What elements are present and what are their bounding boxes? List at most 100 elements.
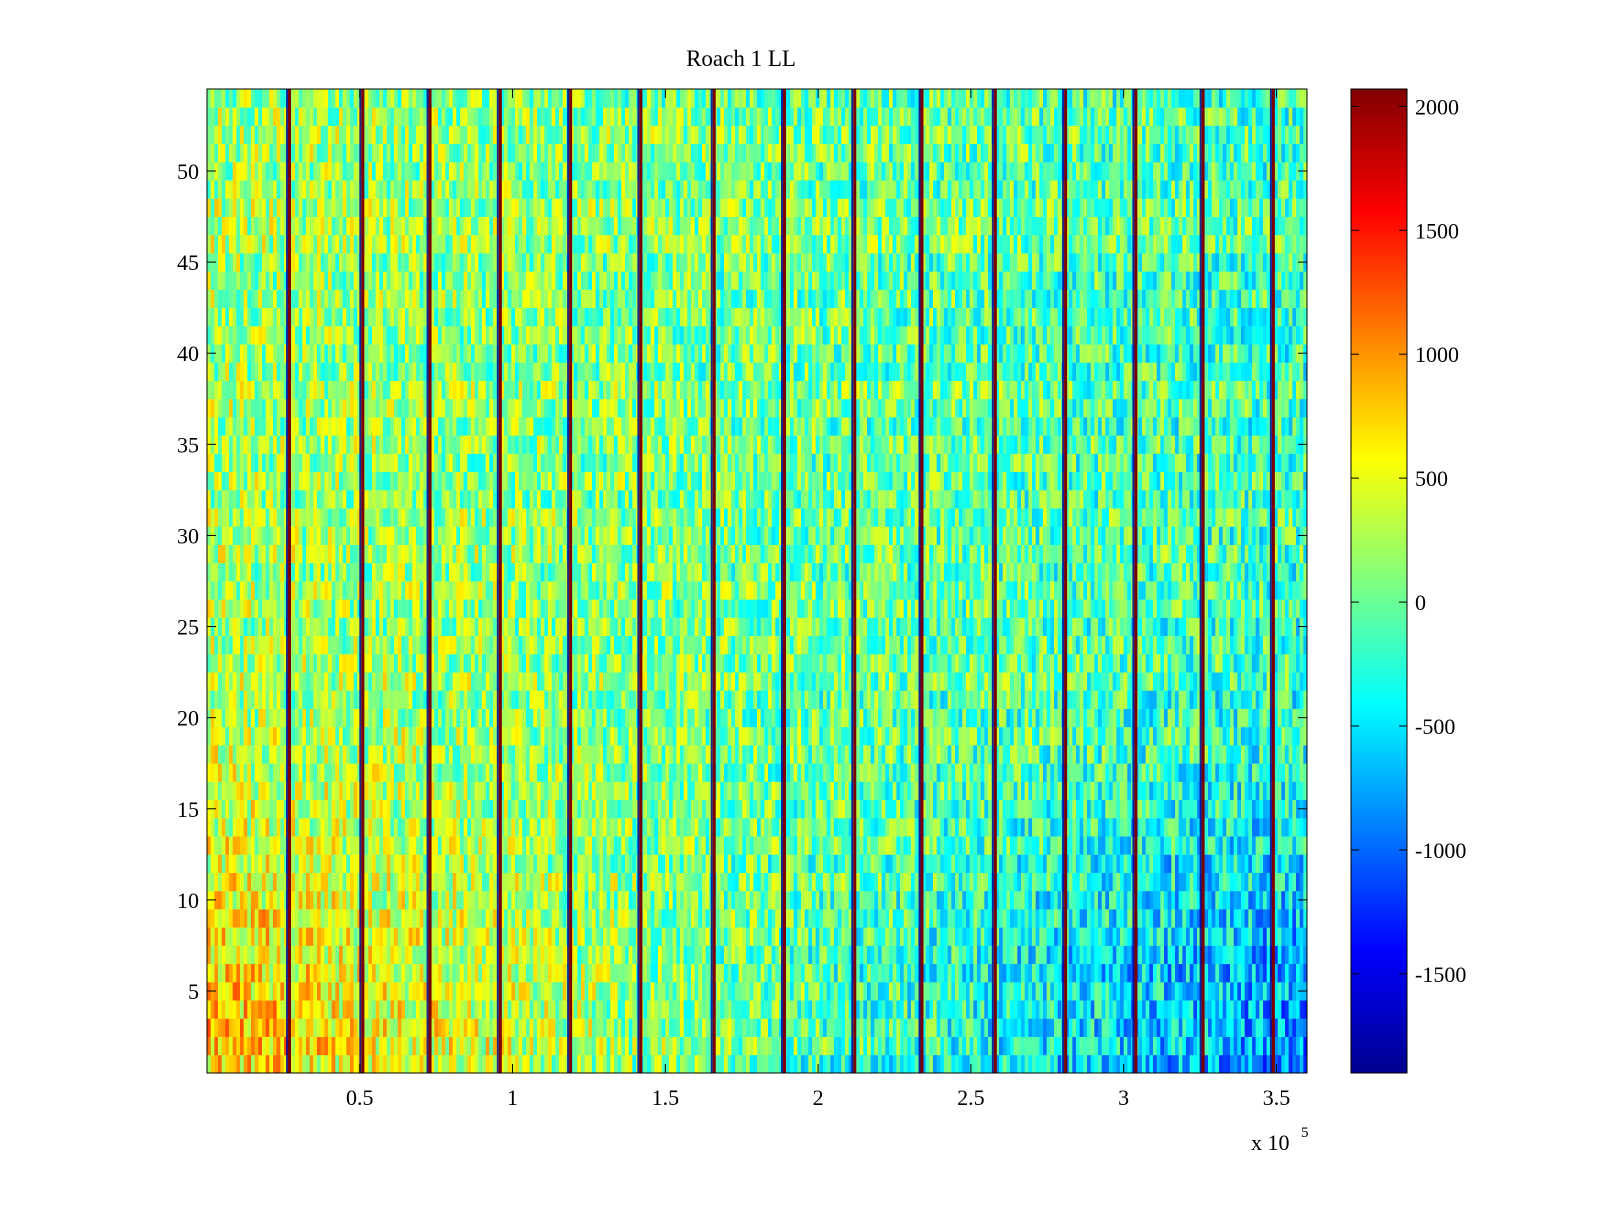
heatmap-cell — [295, 927, 300, 946]
heatmap-cell — [445, 981, 450, 1001]
heatmap-cell — [449, 981, 454, 1001]
heatmap-cell — [1024, 817, 1029, 837]
heatmap-cell — [243, 799, 248, 819]
heatmap-cell — [210, 909, 215, 928]
heatmap-cell — [474, 872, 479, 892]
heatmap-cell — [731, 981, 736, 1001]
heatmap-cell — [1248, 963, 1253, 983]
heatmap-cell — [801, 763, 806, 782]
heatmap-cell — [988, 817, 993, 837]
heatmap-cell — [694, 854, 699, 873]
heatmap-cell — [1090, 1000, 1095, 1019]
heatmap-cell — [1193, 927, 1198, 946]
heatmap-cell — [452, 799, 457, 819]
heatmap-cell — [929, 927, 934, 946]
heatmap-cell — [595, 1018, 600, 1037]
heatmap-cell — [1112, 981, 1117, 1001]
heatmap-cell — [1237, 890, 1242, 910]
heatmap-cell — [617, 872, 622, 892]
heatmap-cell — [669, 1054, 674, 1074]
heatmap-cell — [793, 1000, 798, 1019]
heatmap-cell — [229, 1054, 234, 1074]
heatmap-cell — [247, 872, 252, 892]
heatmap-cell — [1013, 836, 1018, 855]
heatmap-cell — [1252, 927, 1257, 946]
heatmap-cell — [1035, 1018, 1040, 1037]
heatmap-cell — [687, 909, 692, 928]
heatmap-cell — [863, 872, 868, 892]
heatmap-cell — [548, 963, 553, 983]
heatmap-cell — [1079, 854, 1084, 873]
heatmap-cell — [353, 872, 358, 892]
heatmap-cell — [1299, 1036, 1304, 1056]
heatmap-cell — [826, 909, 831, 928]
heatmap-cell — [276, 963, 281, 983]
heatmap-cell — [999, 872, 1004, 892]
heatmap-cell — [995, 781, 1000, 801]
heatmap-cell — [955, 909, 960, 928]
heatmap-cell — [1303, 945, 1308, 965]
heatmap-cell — [922, 927, 927, 946]
heatmap-cell — [731, 836, 736, 855]
heatmap-cell — [482, 1018, 487, 1037]
heatmap-cell — [1123, 799, 1128, 819]
heatmap-cell — [980, 854, 985, 873]
heatmap-cell — [669, 981, 674, 1001]
heatmap-cell — [1039, 1018, 1044, 1037]
heatmap-cell — [1266, 854, 1271, 873]
heatmap-cell — [837, 945, 842, 965]
heatmap-cell — [1142, 927, 1147, 946]
heatmap-cell — [328, 1000, 333, 1019]
heatmap-cell — [947, 817, 952, 837]
heatmap-cell — [676, 781, 681, 801]
heatmap-cell — [375, 1036, 380, 1056]
heatmap-cell — [1281, 890, 1286, 910]
heatmap-cell — [947, 981, 952, 1001]
heatmap-cell — [1112, 963, 1117, 983]
heatmap-cell — [705, 817, 710, 837]
heatmap-cell — [760, 927, 765, 946]
heatmap-cell — [493, 854, 498, 873]
heatmap-cell — [1010, 1018, 1015, 1037]
heatmap-cell — [683, 817, 688, 837]
heatmap-cell — [830, 781, 835, 801]
heatmap-cell — [746, 817, 751, 837]
heatmap-cell — [980, 817, 985, 837]
heatmap-cell — [1068, 781, 1073, 801]
heatmap-cell — [331, 817, 336, 837]
heatmap-cell — [984, 781, 989, 801]
heatmap-cell — [573, 1036, 578, 1056]
heatmap-cell — [254, 963, 259, 983]
heatmap-cell — [603, 1036, 608, 1056]
heatmap-cell — [716, 836, 721, 855]
heatmap-cell — [1277, 854, 1282, 873]
heatmap-cell — [1274, 1000, 1279, 1019]
heatmap-cell — [753, 836, 758, 855]
heatmap-cell — [485, 854, 490, 873]
heatmap-cell — [1160, 781, 1165, 801]
heatmap-cell — [1032, 963, 1037, 983]
heatmap-cell — [449, 1036, 454, 1056]
heatmap-cell — [1178, 981, 1183, 1001]
heatmap-cell — [962, 1000, 967, 1019]
heatmap-cell — [922, 945, 927, 965]
heatmap-cell — [592, 927, 597, 946]
heatmap-cell — [467, 1054, 472, 1074]
heatmap-cell — [324, 945, 329, 965]
heatmap-cell — [375, 1054, 380, 1074]
heatmap-cell — [500, 981, 505, 1001]
heatmap-cell — [599, 799, 604, 819]
heatmap-cell — [944, 781, 949, 801]
heatmap-cell — [313, 799, 318, 819]
heatmap-cell — [526, 817, 531, 837]
heatmap-cell — [694, 1018, 699, 1037]
heatmap-cell — [764, 1054, 769, 1074]
heatmap-cell — [808, 963, 813, 983]
heatmap-cell — [1024, 836, 1029, 855]
heatmap-cell — [430, 927, 435, 946]
heatmap-cell — [306, 872, 311, 892]
heatmap-cell — [705, 763, 710, 782]
heatmap-cell — [1054, 945, 1059, 965]
heatmap-cell — [1219, 1036, 1224, 1056]
heatmap-cell — [449, 817, 454, 837]
